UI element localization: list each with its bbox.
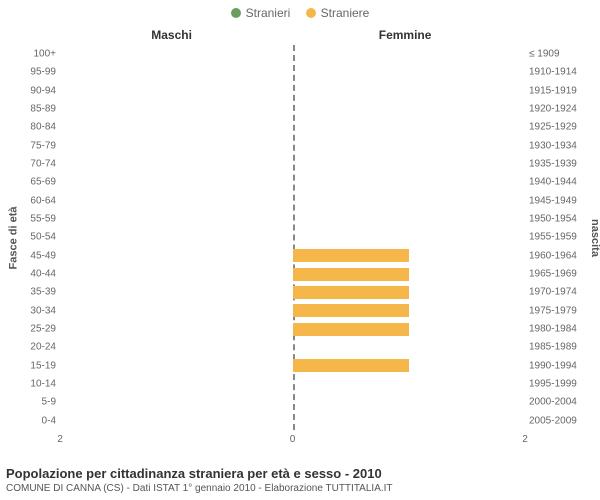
age-label: 55-59	[2, 214, 56, 225]
legend-swatch-male	[231, 8, 241, 18]
age-label: 35-39	[2, 287, 56, 298]
bar-female	[293, 249, 409, 262]
pyramid-row: 35-391970-1974	[60, 283, 525, 301]
pyramid-row: 90-941915-1919	[60, 82, 525, 100]
pyramid-row: 85-891920-1924	[60, 100, 525, 118]
birth-year-label: 2000-2004	[529, 397, 599, 408]
x-tick: 0	[290, 434, 296, 445]
pyramid-row: 10-141995-1999	[60, 375, 525, 393]
birth-year-label: 1980-1984	[529, 324, 599, 335]
column-title-male: Maschi	[151, 28, 192, 42]
birth-year-label: 1925-1929	[529, 122, 599, 133]
age-label: 100+	[2, 49, 56, 60]
legend-label-female: Straniere	[321, 6, 370, 20]
pyramid-row: 55-591950-1954	[60, 210, 525, 228]
legend: Stranieri Straniere	[0, 6, 600, 21]
pyramid-row: 45-491960-1964	[60, 247, 525, 265]
birth-year-label: 1990-1994	[529, 360, 599, 371]
chart-footer: Popolazione per cittadinanza straniera p…	[6, 466, 594, 494]
birth-year-label: 1955-1959	[529, 232, 599, 243]
pyramid-rows: 100+≤ 190995-991910-191490-941915-191985…	[60, 45, 525, 430]
age-label: 5-9	[2, 397, 56, 408]
legend-swatch-female	[306, 8, 316, 18]
x-tick: 2	[522, 434, 528, 445]
birth-year-label: 1940-1944	[529, 177, 599, 188]
pyramid-row: 100+≤ 1909	[60, 45, 525, 63]
age-label: 20-24	[2, 342, 56, 353]
legend-item-male: Stranieri	[231, 6, 291, 20]
age-label: 0-4	[2, 415, 56, 426]
bar-female	[293, 268, 409, 281]
x-tick: 2	[57, 434, 63, 445]
age-label: 40-44	[2, 269, 56, 280]
pyramid-row: 0-42005-2009	[60, 412, 525, 430]
birth-year-label: 1965-1969	[529, 269, 599, 280]
birth-year-label: 1935-1939	[529, 159, 599, 170]
age-label: 45-49	[2, 250, 56, 261]
pyramid-row: 20-241985-1989	[60, 338, 525, 356]
pyramid-row: 60-641945-1949	[60, 192, 525, 210]
pyramid-row: 70-741935-1939	[60, 155, 525, 173]
pyramid-row: 65-691940-1944	[60, 173, 525, 191]
pyramid-row: 80-841925-1929	[60, 118, 525, 136]
age-label: 75-79	[2, 140, 56, 151]
birth-year-label: 1970-1974	[529, 287, 599, 298]
pyramid-row: 5-92000-2004	[60, 393, 525, 411]
legend-item-female: Straniere	[306, 6, 370, 20]
pyramid-row: 40-441965-1969	[60, 265, 525, 283]
legend-label-male: Stranieri	[246, 6, 291, 20]
age-label: 25-29	[2, 324, 56, 335]
bar-female	[293, 323, 409, 336]
pyramid-row: 25-291980-1984	[60, 320, 525, 338]
x-axis: 2 0 2	[60, 434, 525, 448]
birth-year-label: 1975-1979	[529, 305, 599, 316]
birth-year-label: 1995-1999	[529, 379, 599, 390]
bar-female	[293, 359, 409, 372]
birth-year-label: 1950-1954	[529, 214, 599, 225]
bar-female	[293, 286, 409, 299]
birth-year-label: 2005-2009	[529, 415, 599, 426]
age-label: 50-54	[2, 232, 56, 243]
pyramid-row: 95-991910-1914	[60, 63, 525, 81]
chart-subtitle: COMUNE DI CANNA (CS) - Dati ISTAT 1° gen…	[6, 483, 594, 494]
age-label: 80-84	[2, 122, 56, 133]
pyramid-row: 50-541955-1959	[60, 228, 525, 246]
birth-year-label: 1910-1914	[529, 67, 599, 78]
age-label: 95-99	[2, 67, 56, 78]
birth-year-label: 1915-1919	[529, 85, 599, 96]
population-pyramid-chart: Stranieri Straniere Maschi Femmine Fasce…	[0, 0, 600, 500]
birth-year-label: ≤ 1909	[529, 49, 599, 60]
pyramid-row: 75-791930-1934	[60, 137, 525, 155]
age-label: 70-74	[2, 159, 56, 170]
age-label: 90-94	[2, 85, 56, 96]
plot-area: 100+≤ 190995-991910-191490-941915-191985…	[60, 45, 525, 430]
age-label: 15-19	[2, 360, 56, 371]
age-label: 60-64	[2, 195, 56, 206]
pyramid-row: 15-191990-1994	[60, 357, 525, 375]
age-label: 10-14	[2, 379, 56, 390]
age-label: 30-34	[2, 305, 56, 316]
pyramid-row: 30-341975-1979	[60, 302, 525, 320]
birth-year-label: 1985-1989	[529, 342, 599, 353]
age-label: 65-69	[2, 177, 56, 188]
birth-year-label: 1930-1934	[529, 140, 599, 151]
birth-year-label: 1920-1924	[529, 104, 599, 115]
bar-female	[293, 304, 409, 317]
column-title-female: Femmine	[379, 28, 432, 42]
birth-year-label: 1945-1949	[529, 195, 599, 206]
age-label: 85-89	[2, 104, 56, 115]
chart-title: Popolazione per cittadinanza straniera p…	[6, 466, 594, 481]
birth-year-label: 1960-1964	[529, 250, 599, 261]
